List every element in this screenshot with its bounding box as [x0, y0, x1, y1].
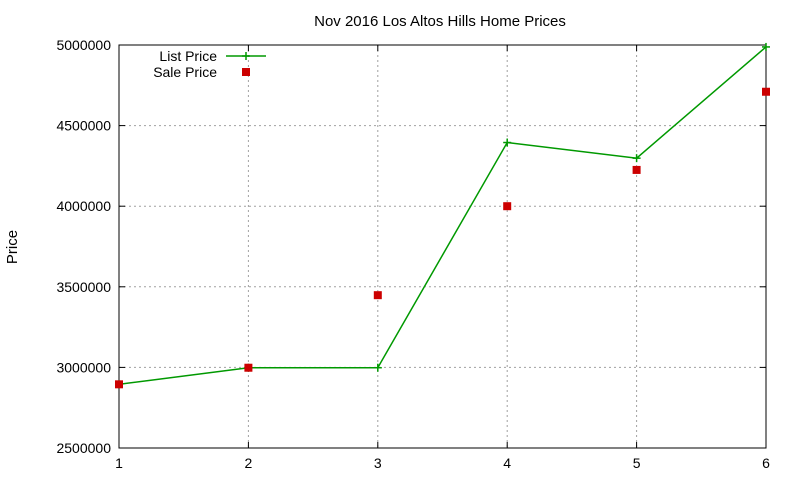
x-tick-label: 2: [245, 455, 253, 471]
legend-plus-marker: [242, 52, 250, 60]
sale-price-point: [373, 291, 382, 300]
grid-lines: [119, 45, 766, 448]
y-axis-label: Price: [4, 230, 21, 264]
y-ticks: 2500000 3000000 3500000 4000000 4500000 50000…: [56, 37, 766, 456]
sale-price-point: [503, 202, 512, 211]
sale-price-point: [762, 87, 770, 96]
sale-price-point: [244, 363, 253, 372]
legend-label: Sale Price: [153, 64, 217, 80]
series-layer: [115, 42, 770, 389]
y-tick-label: 4500000: [56, 118, 111, 134]
legend-label: List Price: [159, 48, 217, 64]
plot-frame: [118, 44, 767, 449]
list-price-point: [762, 42, 770, 51]
x-tick-label: 5: [633, 455, 641, 471]
x-tick-label: 1: [115, 455, 123, 471]
chart-title: Nov 2016 Los Altos Hills Home Prices: [314, 13, 566, 30]
y-tick-label: 4000000: [56, 198, 111, 214]
x-ticks: 1 2 3 4 5 6: [115, 45, 770, 471]
sale-price-point: [632, 165, 641, 174]
y-tick-label: 5000000: [56, 37, 111, 53]
sale-price-point: [115, 380, 123, 389]
legend-square-marker: [242, 68, 250, 76]
list-price-point: [503, 138, 512, 147]
y-tick-label: 3000000: [56, 359, 111, 375]
y-tick-label: 2500000: [56, 440, 111, 456]
x-tick-label: 3: [374, 455, 382, 471]
list-price-point: [632, 154, 641, 163]
x-tick-label: 4: [503, 455, 511, 471]
list-price-point: [373, 363, 382, 372]
y-tick-label: 3500000: [56, 279, 111, 295]
x-tick-label: 6: [762, 455, 770, 471]
series-line-list-price: [118, 46, 767, 386]
